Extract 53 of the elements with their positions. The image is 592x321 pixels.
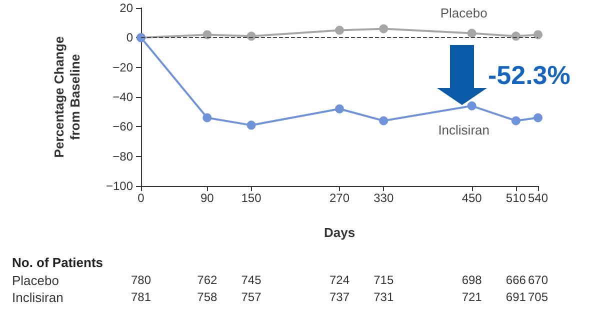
- series-label: Inclisiran: [438, 122, 490, 138]
- point: [467, 28, 476, 38]
- point: [511, 32, 520, 41]
- text: 705: [528, 290, 548, 304]
- x-tick-label: 270: [329, 191, 350, 205]
- text: 691: [506, 290, 526, 304]
- text: 721: [462, 290, 482, 304]
- x-tick-label: 150: [241, 191, 262, 205]
- point: [534, 113, 542, 122]
- point: [511, 116, 520, 126]
- point: [246, 120, 256, 130]
- series-label: Placebo: [440, 6, 488, 21]
- point: [335, 104, 344, 114]
- text: 757: [241, 290, 262, 304]
- text: Inclisiran: [12, 290, 64, 305]
- text: 758: [197, 290, 218, 304]
- x-tick-label: 0: [138, 191, 145, 205]
- text: 698: [462, 273, 482, 287]
- text: 762: [197, 273, 218, 287]
- text: 781: [130, 290, 152, 304]
- annotation: -52.3%: [488, 60, 570, 90]
- x-tick-label: 450: [462, 191, 482, 205]
- y-tick-label: 20: [120, 1, 134, 15]
- text: 715: [374, 273, 394, 287]
- x-tick-label: 90: [200, 191, 214, 205]
- text: 745: [241, 273, 262, 287]
- y-tick-label: −80: [112, 149, 134, 164]
- text: No. of Patients: [12, 255, 104, 270]
- point: [202, 113, 212, 122]
- y-axis-title: Percentage Change from Baseline: [52, 36, 82, 158]
- y-tick-label: −40: [112, 90, 134, 104]
- point: [534, 30, 542, 40]
- text: 670: [528, 273, 548, 287]
- y-tick-label: −20: [112, 60, 134, 74]
- text: Placebo: [12, 273, 59, 288]
- text: 724: [329, 273, 350, 287]
- point: [202, 30, 212, 40]
- text: 666: [506, 273, 526, 287]
- text: 737: [329, 290, 350, 304]
- x-tick-label: 330: [374, 191, 394, 205]
- point: [335, 26, 344, 35]
- y-tick-label: −100: [106, 179, 134, 193]
- point: [246, 32, 256, 41]
- y-tick-label: 0: [126, 30, 134, 45]
- text: 731: [374, 290, 394, 304]
- point: [379, 24, 388, 34]
- x-axis-title: Days: [324, 225, 356, 240]
- y-tick-label: −60: [112, 120, 134, 134]
- x-tick-label: 540: [528, 191, 548, 205]
- point: [379, 116, 388, 126]
- text: 780: [130, 273, 152, 287]
- x-tick-label: 510: [506, 191, 526, 205]
- point: [467, 101, 476, 110]
